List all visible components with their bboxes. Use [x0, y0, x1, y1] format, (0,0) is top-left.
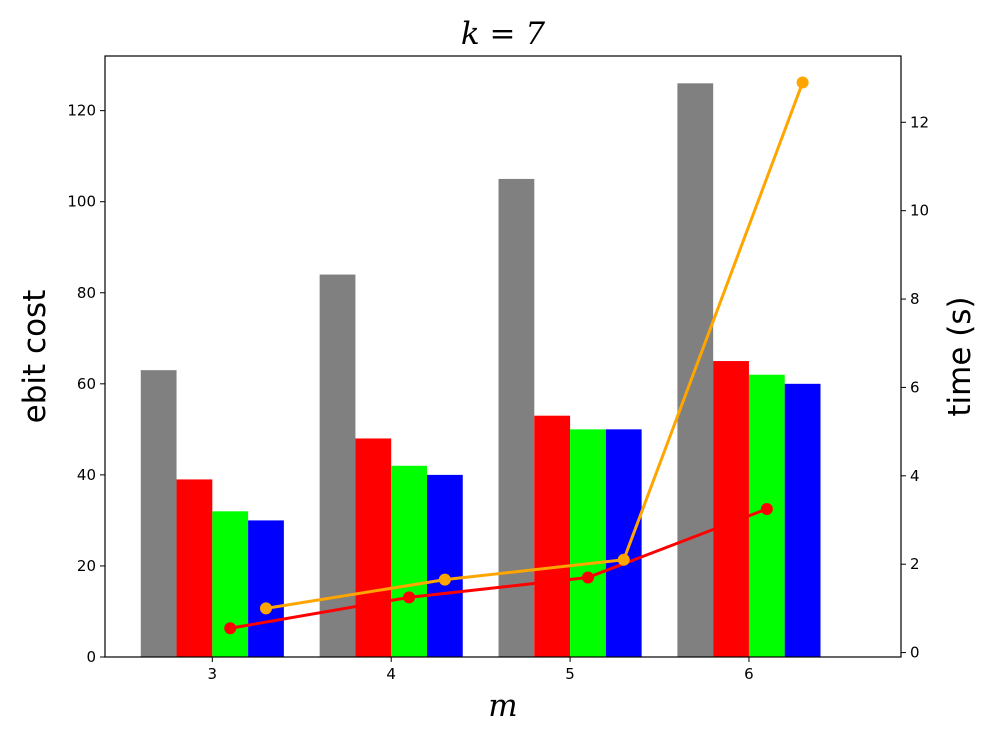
y2-tick-label-12: 12: [910, 113, 929, 131]
y-tick-label-120: 120: [67, 102, 96, 120]
x-tick-label-5: 5: [565, 665, 575, 683]
line-series-1-point-3: [224, 622, 237, 635]
bar-s1-3: [140, 370, 177, 657]
bar-s4-5: [605, 429, 642, 657]
line-series-2-point-4: [438, 573, 451, 586]
bar-s3-3: [212, 511, 249, 657]
y2-axis-label: time (s): [942, 296, 978, 416]
y2-tick-label-0: 0: [910, 644, 920, 662]
bar-s4-3: [248, 520, 284, 657]
y-axis-label: ebit cost: [17, 290, 53, 424]
bar-s2-6: [713, 361, 749, 657]
bars-layer: [140, 83, 821, 658]
line-series-1-point-6: [760, 502, 773, 515]
y2-tick-label-10: 10: [910, 202, 929, 220]
line-series-2-point-3: [259, 602, 272, 615]
y-tick-label-40: 40: [77, 466, 96, 484]
bar-s2-3: [176, 479, 213, 657]
y-axis-right: 0 2 4 6 8 10 12: [901, 113, 929, 662]
line-series-2-point-5: [617, 553, 630, 566]
y-tick-label-0: 0: [86, 648, 96, 666]
y-tick-label-100: 100: [67, 193, 96, 211]
y2-tick-label-4: 4: [910, 467, 920, 485]
line-series-1-point-5: [581, 571, 594, 584]
bar-s3-5: [570, 429, 606, 657]
x-axis: 3 4 5 6: [208, 657, 754, 683]
x-tick-label-6: 6: [744, 665, 754, 683]
lines-layer: [224, 76, 809, 635]
y2-tick-label-2: 2: [910, 555, 920, 573]
line-series-1-point-4: [403, 591, 416, 604]
line-series-1: [229, 507, 768, 630]
y-axis-left: 0 20 40 60 80 100 120: [67, 102, 105, 666]
plot-frame: [104, 55, 902, 658]
y-tick-label-20: 20: [77, 557, 96, 575]
bar-s1-5: [498, 178, 535, 657]
x-axis-label: m: [488, 688, 517, 724]
y2-tick-label-8: 8: [910, 290, 920, 308]
y2-tick-label-6: 6: [910, 378, 920, 396]
line-series-2-point-6: [796, 76, 809, 89]
y-tick-label-60: 60: [77, 375, 96, 393]
bar-s2-5: [534, 415, 571, 657]
line-series-2: [265, 81, 805, 610]
chart-title: k = 7: [461, 16, 545, 52]
bar-s2-4: [355, 438, 392, 657]
x-tick-label-3: 3: [208, 665, 218, 683]
bar-s3-4: [391, 465, 427, 657]
bar-s3-6: [748, 374, 785, 657]
bar-s1-4: [319, 274, 356, 657]
bar-s4-4: [426, 474, 463, 657]
bar-s4-6: [784, 383, 821, 657]
y-tick-label-80: 80: [77, 284, 96, 302]
x-tick-label-4: 4: [386, 665, 396, 683]
